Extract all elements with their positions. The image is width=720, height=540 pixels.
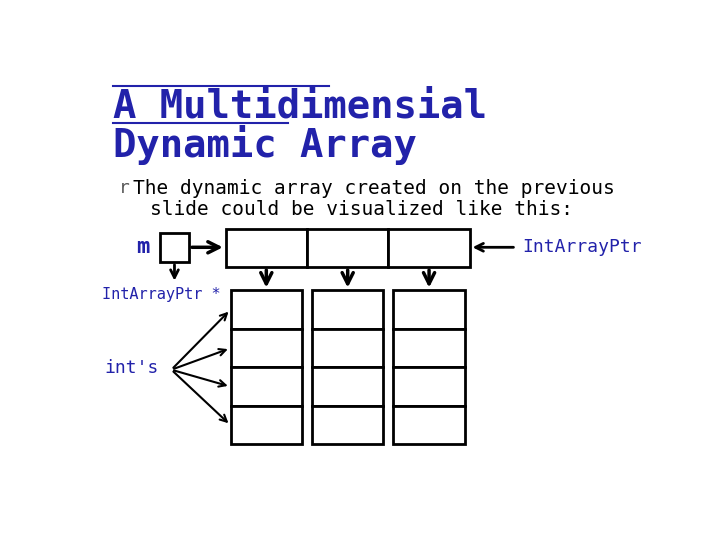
Bar <box>388 229 469 267</box>
Bar <box>312 329 384 367</box>
Bar <box>393 291 465 329</box>
Text: IntArrayPtr *: IntArrayPtr * <box>102 287 220 301</box>
Bar <box>312 291 384 329</box>
Bar <box>393 329 465 367</box>
Text: A Multidimensial: A Multidimensial <box>113 88 487 126</box>
Text: int's: int's <box>104 359 158 377</box>
Bar <box>393 406 465 444</box>
Text: IntArrayPtr: IntArrayPtr <box>523 238 642 256</box>
Bar <box>393 367 465 406</box>
Bar <box>312 367 384 406</box>
Text: Dynamic Array: Dynamic Array <box>113 125 417 165</box>
Text: m: m <box>137 237 150 257</box>
Bar <box>230 406 302 444</box>
Bar <box>225 229 307 267</box>
Text: r: r <box>119 179 130 197</box>
Text: The dynamic array created on the previous: The dynamic array created on the previou… <box>132 179 614 198</box>
Bar <box>230 367 302 406</box>
Bar <box>312 406 384 444</box>
Bar <box>307 229 388 267</box>
Bar <box>230 329 302 367</box>
Text: slide could be visualized like this:: slide could be visualized like this: <box>150 200 572 219</box>
Bar <box>160 233 189 262</box>
Bar <box>230 291 302 329</box>
